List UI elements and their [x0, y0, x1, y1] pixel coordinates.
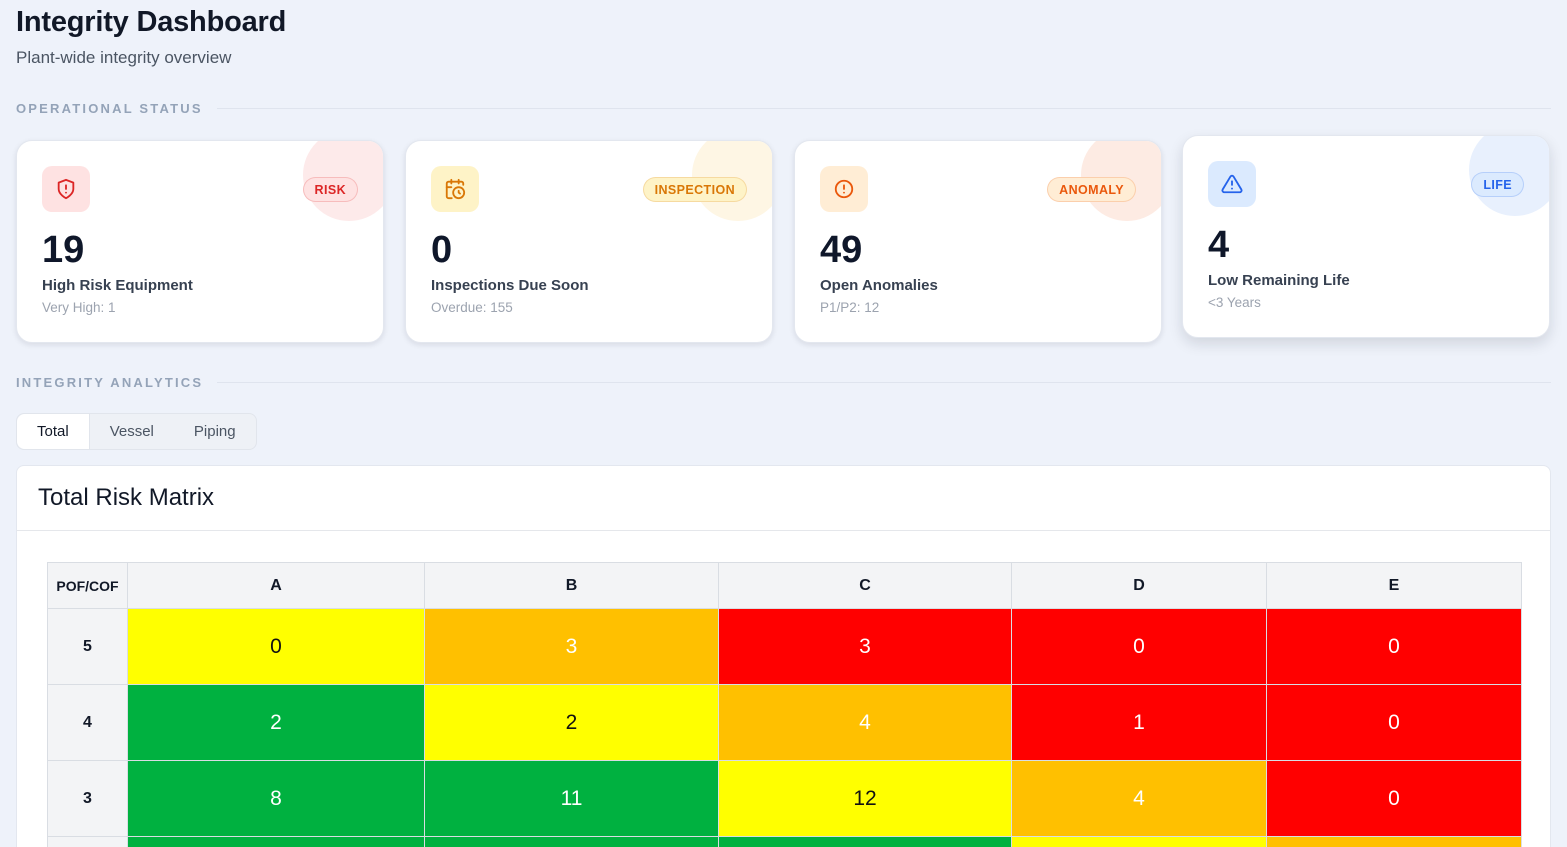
- matrix-cell[interactable]: 3: [424, 608, 719, 685]
- matrix-cell[interactable]: 4: [1011, 760, 1267, 837]
- calendar-clock-icon: [431, 166, 479, 212]
- column-header-d: D: [1011, 562, 1267, 609]
- tab-bar: Total Vessel Piping: [16, 413, 257, 450]
- card-high-risk[interactable]: RISK 19 High Risk Equipment Very High: 1: [16, 140, 384, 343]
- matrix-cell[interactable]: 12: [718, 760, 1012, 837]
- risk-matrix-table: POF/COF A B C D E 5 0 3 3 0 0 4 2 2 4 1 0 3 8 11 12 4 0: [47, 562, 1522, 847]
- card-value: 19: [42, 229, 85, 271]
- matrix-corner-header: POF/COF: [47, 562, 128, 609]
- card-subtext: P1/P2: 12: [820, 300, 880, 315]
- shield-alert-icon: [42, 166, 90, 212]
- matrix-cell[interactable]: [718, 836, 1012, 847]
- panel-title: Total Risk Matrix: [17, 466, 1550, 531]
- card-title: Low Remaining Life: [1208, 272, 1350, 289]
- matrix-cell[interactable]: 2: [127, 684, 425, 761]
- matrix-cell[interactable]: 0: [127, 608, 425, 685]
- card-remaining-life[interactable]: LIFE 4 Low Remaining Life <3 Years: [1182, 135, 1550, 338]
- card-subtext: Overdue: 155: [431, 300, 513, 315]
- matrix-row: 3 8 11 12 4 0: [47, 760, 1522, 837]
- matrix-cell[interactable]: [1011, 836, 1267, 847]
- matrix-cell[interactable]: 1: [1011, 684, 1267, 761]
- page-subtitle: Plant-wide integrity overview: [16, 48, 232, 67]
- matrix-cell[interactable]: 0: [1266, 684, 1522, 761]
- matrix-row-header: 3: [47, 760, 128, 837]
- column-header-c: C: [718, 562, 1012, 609]
- matrix-cell[interactable]: 11: [424, 760, 719, 837]
- matrix-cell[interactable]: [424, 836, 719, 847]
- card-title: Open Anomalies: [820, 277, 938, 294]
- section-label: OPERATIONAL STATUS: [16, 101, 203, 116]
- matrix-row-header: 4: [47, 684, 128, 761]
- matrix-header-row: POF/COF A B C D E: [47, 562, 1522, 609]
- risk-badge: RISK: [302, 177, 358, 202]
- matrix-cell[interactable]: [127, 836, 425, 847]
- matrix-row: [47, 836, 1522, 847]
- matrix-cell[interactable]: 8: [127, 760, 425, 837]
- matrix-cell[interactable]: 0: [1266, 608, 1522, 685]
- matrix-row-header: [47, 836, 128, 847]
- card-anomalies[interactable]: ANOMALY 49 Open Anomalies P1/P2: 12: [794, 140, 1162, 343]
- card-value: 49: [820, 229, 863, 271]
- life-badge: LIFE: [1471, 172, 1524, 197]
- card-subtext: Very High: 1: [42, 300, 116, 315]
- section-divider: [216, 108, 1551, 109]
- matrix-cell[interactable]: [1266, 836, 1522, 847]
- tab-piping[interactable]: Piping: [193, 423, 236, 440]
- card-subtext: <3 Years: [1208, 295, 1261, 310]
- matrix-cell[interactable]: 2: [424, 684, 719, 761]
- alert-circle-icon: [820, 166, 868, 212]
- card-value: 4: [1208, 224, 1230, 266]
- section-header-analytics: INTEGRITY ANALYTICS: [16, 375, 1551, 390]
- tab-total[interactable]: Total: [17, 414, 90, 449]
- column-header-a: A: [127, 562, 425, 609]
- matrix-cell[interactable]: 3: [718, 608, 1012, 685]
- page-title: Integrity Dashboard: [16, 6, 287, 38]
- card-title: Inspections Due Soon: [431, 277, 589, 294]
- matrix-cell[interactable]: 0: [1266, 760, 1522, 837]
- warning-triangle-icon: [1208, 161, 1256, 207]
- matrix-cell[interactable]: 4: [718, 684, 1012, 761]
- column-header-b: B: [424, 562, 719, 609]
- inspection-badge: INSPECTION: [642, 177, 747, 202]
- anomaly-badge: ANOMALY: [1047, 177, 1136, 202]
- card-title: High Risk Equipment: [42, 277, 193, 294]
- matrix-row-header: 5: [47, 608, 128, 685]
- card-inspections[interactable]: INSPECTION 0 Inspections Due Soon Overdu…: [405, 140, 773, 343]
- section-header-operational: OPERATIONAL STATUS: [16, 101, 1551, 116]
- tab-vessel[interactable]: Vessel: [109, 423, 154, 440]
- matrix-cell[interactable]: 0: [1011, 608, 1267, 685]
- section-label: INTEGRITY ANALYTICS: [16, 375, 204, 390]
- section-divider: [217, 382, 1551, 383]
- card-value: 0: [431, 229, 453, 271]
- column-header-e: E: [1266, 562, 1522, 609]
